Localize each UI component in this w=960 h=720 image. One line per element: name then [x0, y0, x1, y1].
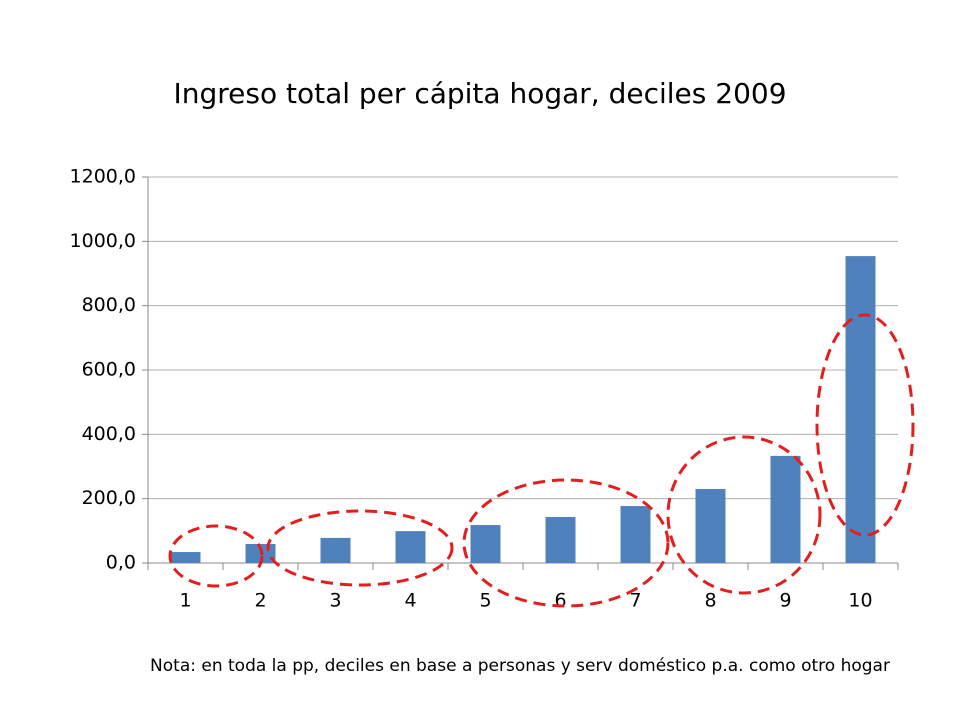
y-tick-label: 200,0	[82, 487, 136, 509]
bar	[845, 256, 876, 563]
highlight-ellipse	[266, 509, 454, 587]
note: Nota: en toda la pp, deciles en base a p…	[150, 656, 890, 676]
highlight-ellipse	[168, 524, 264, 588]
highlight-ellipse	[666, 435, 822, 595]
highlight-ellipse	[462, 478, 670, 608]
bar	[395, 531, 426, 563]
y-tick-label: 400,0	[82, 423, 136, 445]
bar	[170, 552, 201, 563]
plot-area: 0,0 200,0 400,0 600,0 800,0 1000,0 1200,0 1 2 3 4 5…	[70, 166, 899, 612]
bar	[470, 525, 501, 563]
bar	[320, 537, 351, 563]
x-tick-label: 7	[629, 590, 641, 612]
y-tick-label: 1200,0	[70, 166, 136, 188]
chart-title: Ingreso total per cápita hogar, deciles …	[173, 77, 786, 110]
annotations	[168, 313, 915, 608]
x-tick-label: 10	[848, 590, 872, 612]
y-tick-label: 0,0	[106, 552, 136, 574]
bar	[545, 517, 576, 563]
bar	[620, 506, 651, 563]
x-tick-label: 6	[554, 590, 566, 612]
bar	[695, 489, 726, 563]
x-tick-label: 8	[704, 590, 716, 612]
bar	[770, 455, 801, 563]
highlight-ellipse	[815, 313, 915, 537]
y-tick-label: 800,0	[82, 294, 136, 316]
x-tick-label: 5	[479, 590, 491, 612]
y-tick-label: 1000,0	[70, 230, 136, 252]
x-tick-label: 9	[779, 590, 791, 612]
x-tick-label: 4	[404, 590, 416, 612]
x-tick-label: 3	[329, 590, 341, 612]
x-tick-label: 2	[254, 590, 266, 612]
y-tick-label: 600,0	[82, 359, 136, 381]
x-tick-label: 1	[179, 590, 191, 612]
